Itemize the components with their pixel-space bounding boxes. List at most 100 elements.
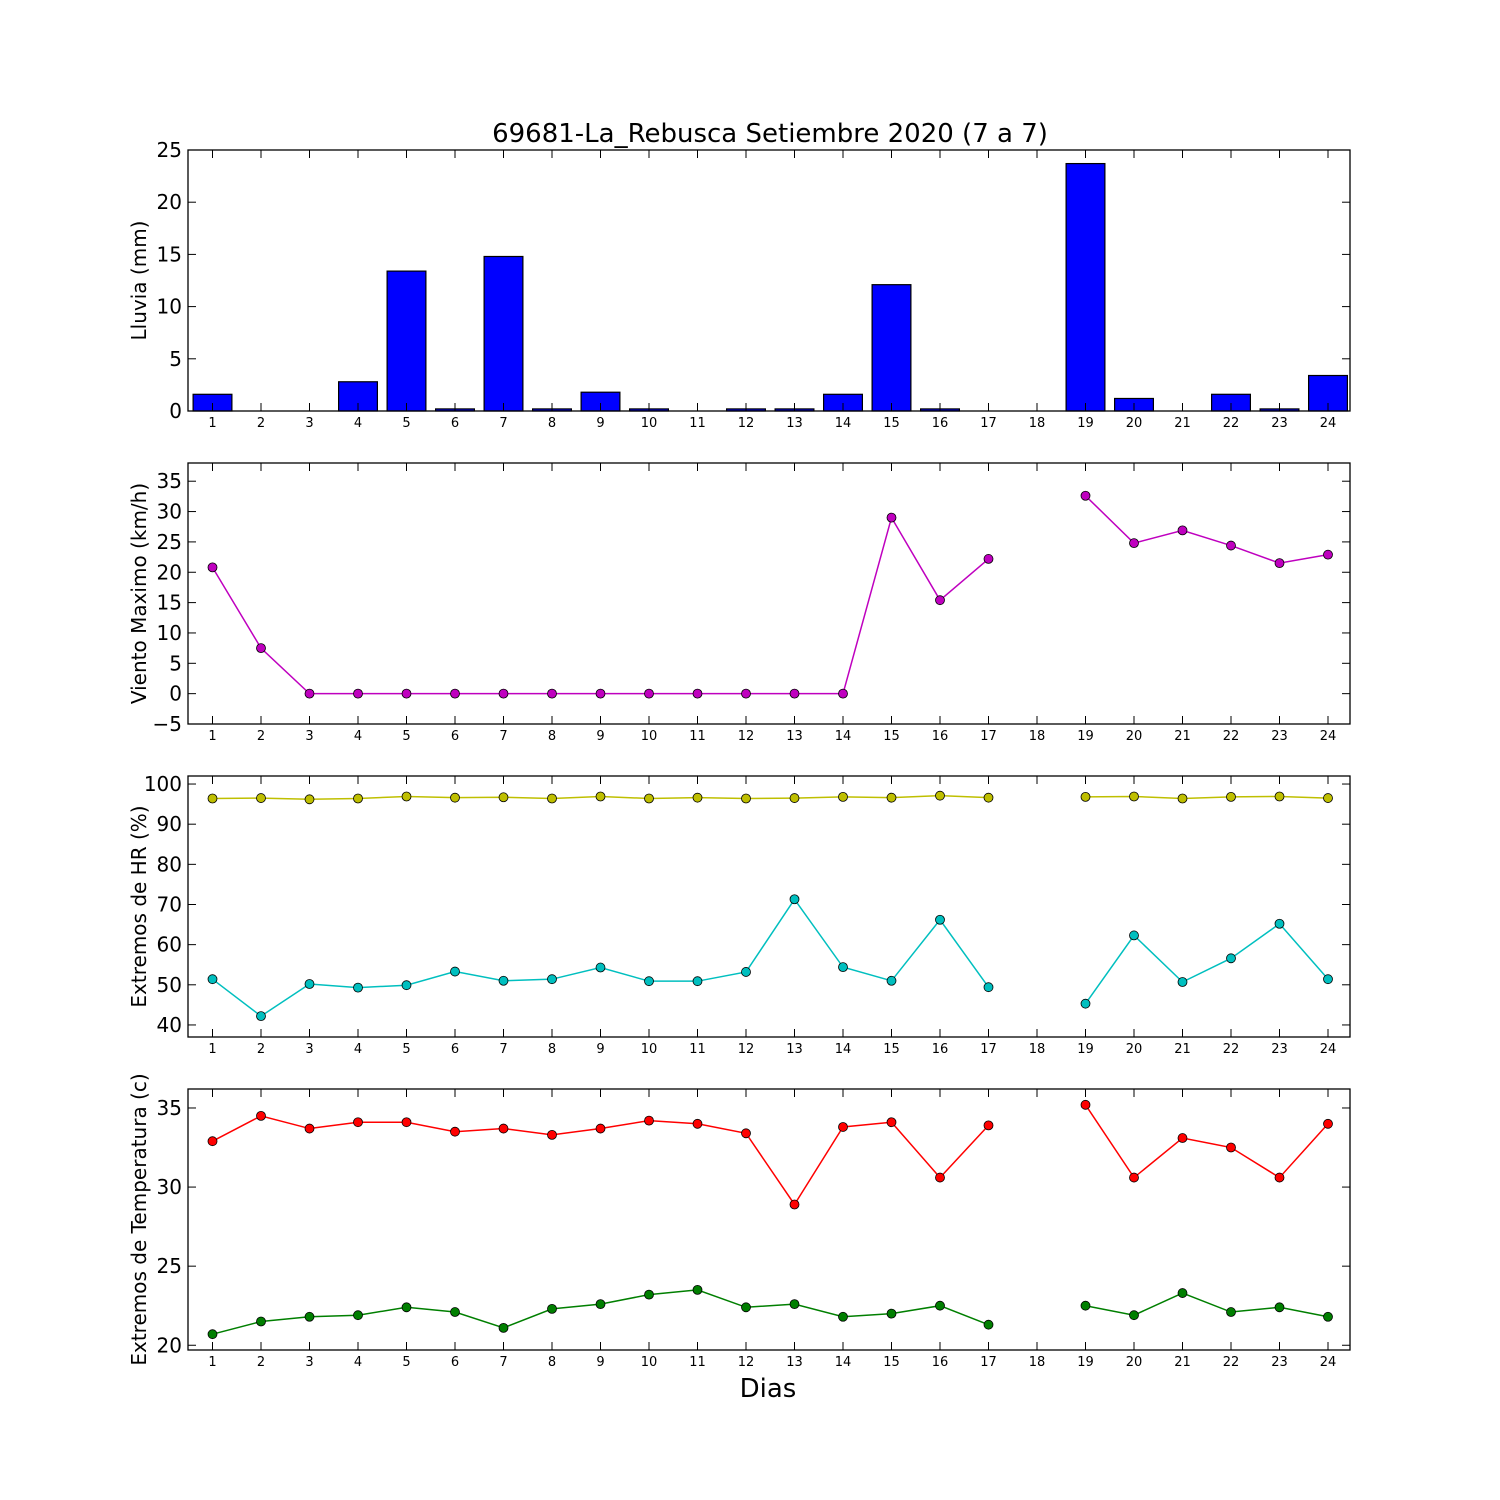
data-point	[547, 974, 557, 985]
x-tick-label: 21	[1174, 416, 1191, 431]
y-axis-label: Lluvia (mm)	[127, 221, 151, 341]
data-point	[498, 688, 509, 699]
data-point	[256, 1110, 266, 1121]
data-point	[450, 966, 460, 977]
x-tick-label: 24	[1320, 729, 1337, 744]
data-point	[644, 1289, 654, 1300]
data-point	[1080, 791, 1091, 802]
x-tick-label: 1	[208, 1042, 216, 1057]
bar	[871, 284, 912, 412]
data-point	[401, 791, 412, 802]
data-point	[741, 1128, 751, 1139]
data-point	[353, 688, 363, 699]
x-tick-label: 5	[402, 416, 410, 431]
series-line	[211, 515, 989, 695]
data-point	[1323, 1118, 1333, 1129]
x-tick-label: 2	[257, 729, 265, 744]
x-tick-label: 5	[402, 1042, 410, 1057]
x-tick-label: 7	[499, 1355, 507, 1370]
x-tick-label: 23	[1271, 1042, 1288, 1057]
x-tick-label: 11	[689, 1042, 706, 1057]
data-point	[789, 1199, 800, 1210]
data-point	[353, 793, 363, 804]
y-tick-label: 20	[157, 190, 182, 214]
y-axis-label: Viento Maximo (km/h)	[127, 483, 151, 704]
data-point	[207, 793, 218, 804]
data-point	[692, 688, 703, 699]
x-tick-label: 4	[354, 729, 362, 744]
series-line	[212, 1289, 989, 1335]
x-tick-label: 4	[354, 416, 362, 431]
y-tick-label: 35	[157, 1096, 182, 1120]
data-point	[789, 894, 800, 905]
y-tick-label: 20	[157, 1333, 182, 1357]
x-tick-label: 18	[1029, 1355, 1046, 1370]
x-tick-label: 14	[835, 1355, 852, 1370]
series-line	[1085, 1292, 1329, 1318]
x-tick-label: 7	[499, 416, 507, 431]
data-point	[1177, 977, 1188, 987]
x-tick-label: 14	[835, 416, 852, 431]
data-point	[935, 790, 945, 801]
data-point	[838, 1122, 848, 1132]
x-tick-label: 1	[208, 1355, 216, 1370]
x-tick-label: 15	[883, 1355, 900, 1370]
plot-frame	[187, 775, 1351, 1038]
data-point	[401, 1117, 412, 1128]
x-tick-label: 12	[738, 1355, 755, 1370]
data-point	[304, 1311, 315, 1322]
x-tick-label: 17	[980, 1355, 997, 1370]
data-point	[1226, 540, 1236, 551]
x-tick-label: 7	[499, 729, 507, 744]
x-tick-label: 19	[1077, 729, 1094, 744]
data-point	[1129, 930, 1139, 941]
x-tick-label: 10	[641, 1042, 658, 1057]
x-tick-label: 24	[1320, 1355, 1337, 1370]
x-tick-label: 18	[1029, 416, 1046, 431]
data-point	[595, 962, 606, 973]
x-tick-label: 18	[1029, 729, 1046, 744]
x-tick-label: 16	[932, 1042, 949, 1057]
data-point	[1323, 549, 1333, 560]
y-tick-label: 30	[157, 500, 182, 524]
x-tick-label: 7	[499, 1042, 507, 1057]
data-point	[983, 554, 994, 564]
data-point	[498, 1322, 509, 1333]
y-tick-label: 0	[169, 682, 182, 706]
series-line	[212, 897, 990, 1018]
data-point	[1080, 1099, 1091, 1110]
x-tick-label: 11	[689, 1355, 706, 1370]
data-point	[644, 688, 654, 699]
data-point	[692, 976, 703, 987]
data-point	[256, 643, 266, 654]
data-point	[1323, 793, 1333, 803]
data-point	[401, 980, 412, 991]
data-point	[450, 1126, 460, 1137]
y-tick-label: 40	[157, 1013, 182, 1037]
x-tick-label: 3	[305, 416, 313, 431]
x-tick-label: 12	[738, 729, 755, 744]
data-point	[353, 982, 363, 993]
x-tick-label: 11	[689, 729, 706, 744]
x-tick-label: 21	[1174, 1042, 1191, 1057]
data-point	[983, 792, 994, 803]
y-tick-label: 50	[157, 973, 182, 997]
data-point	[547, 688, 557, 699]
x-tick-label: 6	[451, 1042, 459, 1057]
data-point	[595, 1299, 606, 1310]
data-point	[886, 1117, 897, 1128]
x-tick-label: 21	[1174, 729, 1191, 744]
data-point	[256, 1316, 266, 1327]
x-tick-label: 3	[305, 729, 313, 744]
x-tick-label: 13	[786, 1355, 803, 1370]
x-tick-label: 13	[786, 729, 803, 744]
chart-title: 69681-La_Rebusca Setiembre 2020 (7 a 7)	[492, 119, 1048, 149]
data-point	[1226, 1142, 1236, 1153]
x-tick-label: 22	[1223, 1355, 1240, 1370]
y-tick-label: 70	[157, 892, 182, 916]
data-point	[1177, 525, 1188, 536]
data-point	[207, 974, 218, 985]
y-tick-label: 35	[157, 469, 182, 493]
bar	[386, 270, 427, 412]
